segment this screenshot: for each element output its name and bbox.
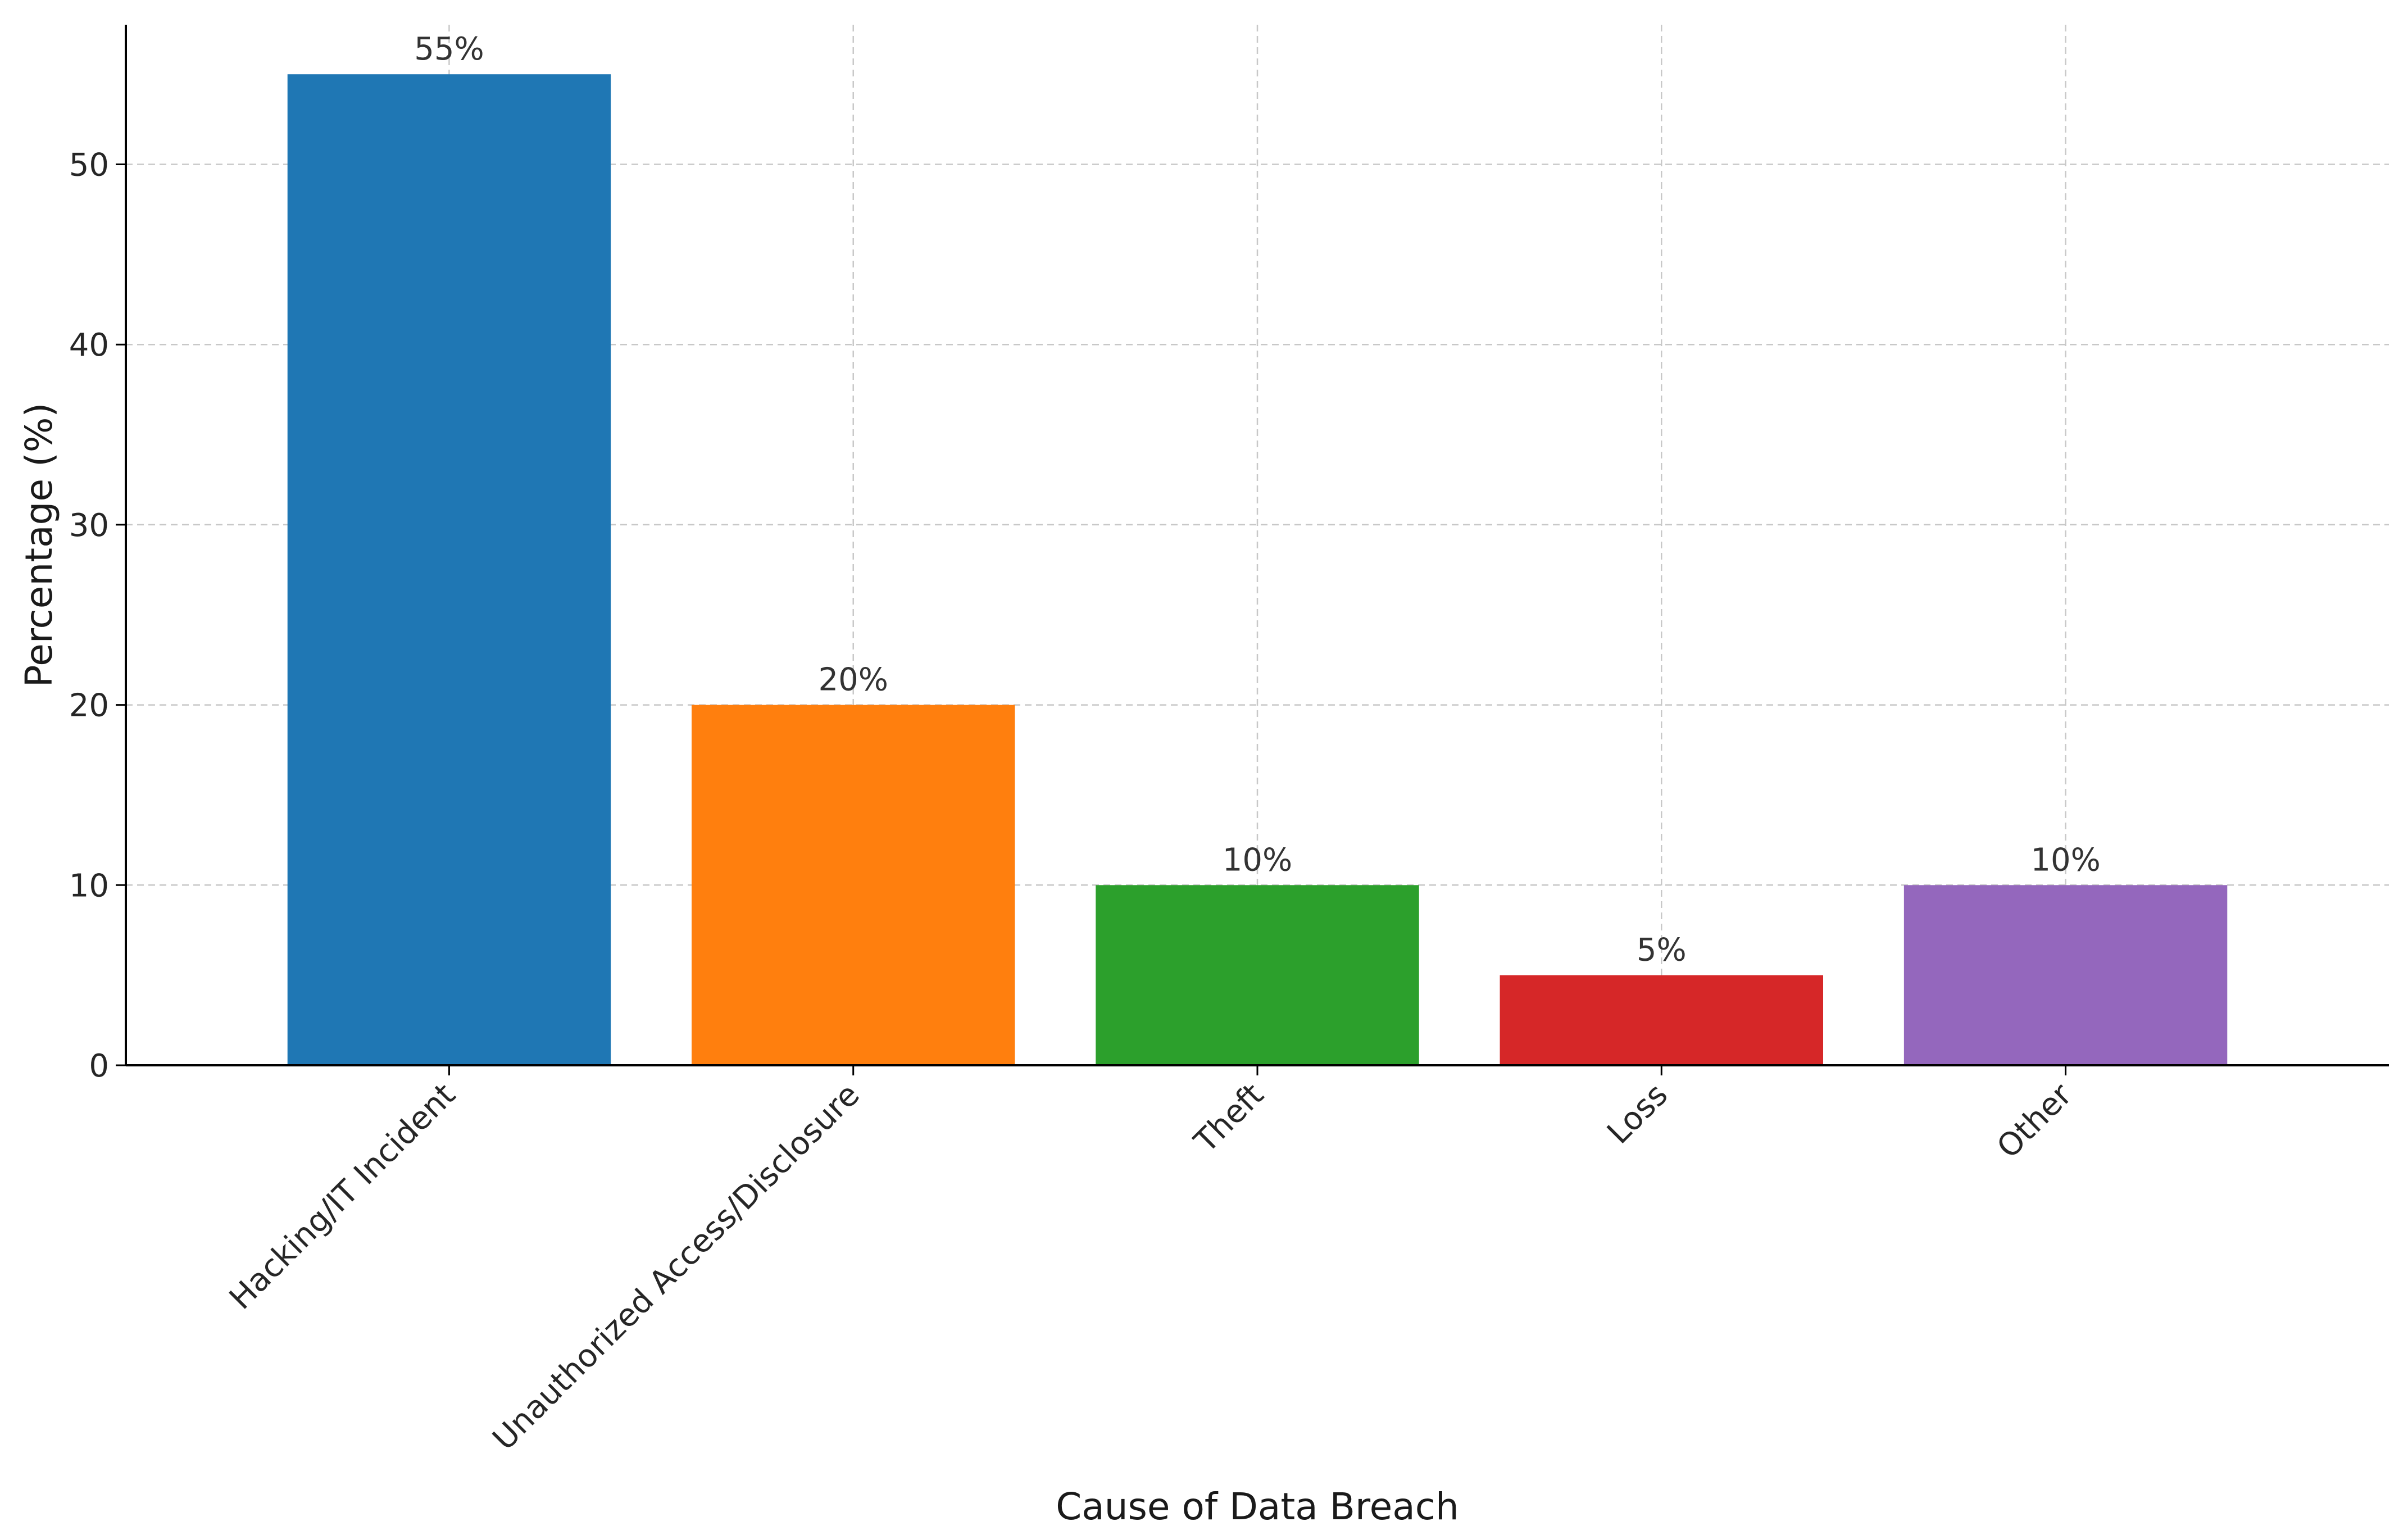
y-tick-label: 0 [89,1048,109,1084]
y-tick-label: 30 [69,507,109,544]
x-tick-label: Hacking/IT Incident [222,1077,462,1316]
x-axis-title: Cause of Data Breach [1056,1485,1459,1528]
y-tick-label: 10 [69,868,109,904]
bar [1096,885,1419,1065]
x-tick-label: Theft [1187,1077,1271,1160]
y-tick-label: 20 [69,688,109,724]
bar [1500,975,1823,1065]
y-axis-title: Percentage (%) [17,403,61,687]
y-tick-label: 50 [69,147,109,184]
x-tick-label: Loss [1600,1077,1675,1151]
bars [287,74,2228,1066]
data-label: 10% [1223,842,1292,878]
data-label: 10% [2030,842,2100,878]
y-ticks: 0 10 20 30 40 50 [69,147,126,1084]
bar [1903,885,2228,1065]
data-labels: 55% 20% 10% 5% 10% [414,31,2101,968]
data-label: 20% [818,662,888,698]
data-label: 5% [1637,932,1687,969]
bar [692,705,1015,1065]
data-label: 55% [414,31,484,67]
x-ticks: Hacking/IT Incident Unauthorized Access/D… [222,1065,2079,1457]
x-tick-label: Unauthorized Access/Disclosure [486,1077,867,1457]
y-tick-label: 40 [69,327,109,364]
bar [287,74,611,1066]
x-tick-label: Other [1990,1076,2079,1165]
